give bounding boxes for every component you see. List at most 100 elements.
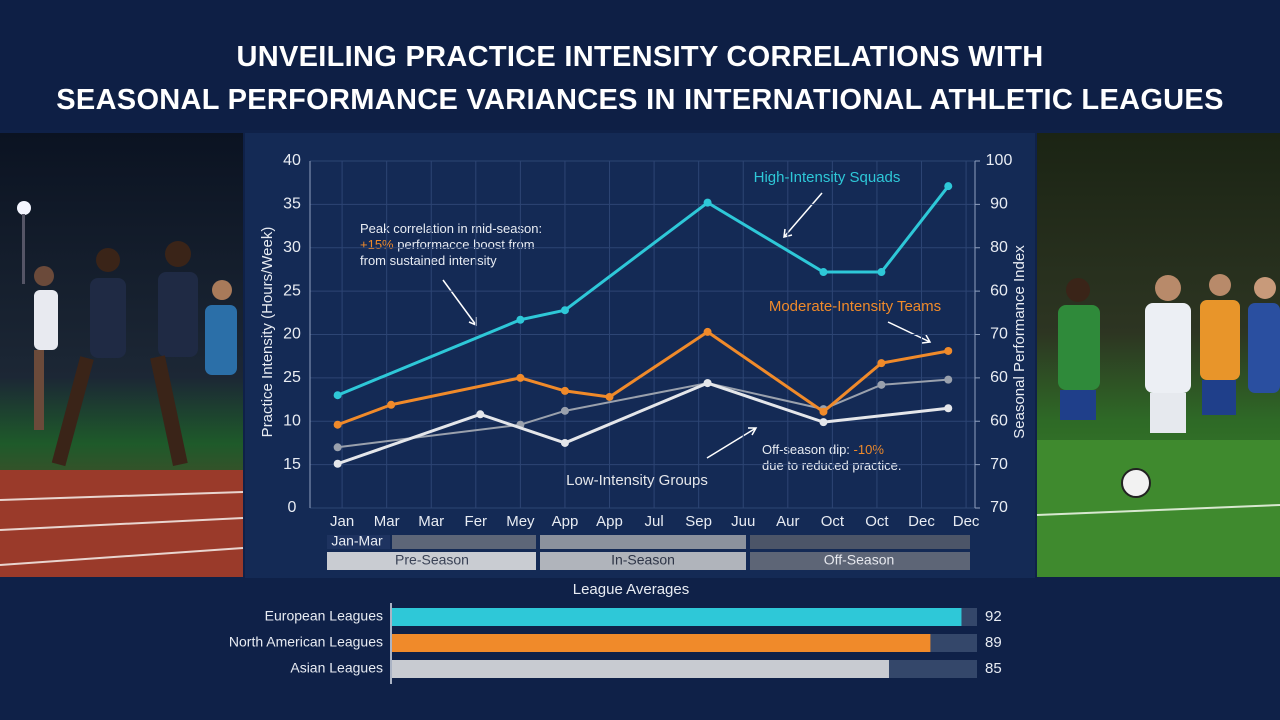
data-point xyxy=(333,459,342,468)
phase-label: In-Season xyxy=(611,552,675,568)
chart-panel xyxy=(245,133,1035,578)
x-tick-label: Juu xyxy=(731,513,755,530)
data-point xyxy=(944,182,953,191)
left-photo xyxy=(0,133,244,577)
data-point xyxy=(516,373,525,382)
x-tick-label: Jul xyxy=(644,513,663,530)
y-axis-title: Practice Intensity (Hours/Week) xyxy=(259,227,276,438)
data-point xyxy=(333,443,342,452)
y2-tick-label: 60 xyxy=(990,369,1008,386)
y2-tick-label: 70 xyxy=(990,499,1008,516)
data-point xyxy=(944,375,953,384)
phase-bg xyxy=(750,552,970,570)
phase-label: Off-Season xyxy=(824,552,895,568)
data-point xyxy=(560,386,569,395)
data-point xyxy=(819,407,828,416)
data-point xyxy=(877,268,886,277)
phase-bg xyxy=(540,552,746,570)
data-point xyxy=(333,420,342,429)
series-line xyxy=(337,381,949,466)
right-photo xyxy=(1036,133,1280,577)
value-label: 85 xyxy=(985,660,1002,677)
x-tick-label: Oct xyxy=(865,513,889,530)
category-label: North American Leagues xyxy=(229,634,383,650)
value-label: 92 xyxy=(985,608,1002,625)
band-bg xyxy=(750,535,970,549)
data-point xyxy=(944,404,953,413)
season-range-label: Jan-Mar xyxy=(331,533,383,549)
series-label: Low-Intensity Groups xyxy=(566,472,708,489)
category-label: Asian Leagues xyxy=(290,660,383,676)
y-tick-label: 10 xyxy=(283,412,301,429)
x-tick-label: Mar xyxy=(374,513,400,530)
data-point xyxy=(560,438,569,447)
x-tick-label: App xyxy=(596,513,623,530)
data-point xyxy=(560,406,569,415)
annotation: due to reduced practice. xyxy=(762,458,901,473)
data-point xyxy=(703,198,712,207)
data-point xyxy=(605,392,614,401)
bar xyxy=(392,634,931,652)
x-tick-label: Mey xyxy=(506,513,535,530)
y2-tick-label: 100 xyxy=(986,152,1013,169)
y2-tick-label: 80 xyxy=(990,239,1008,256)
annotation: Peak correlation in mid-season: xyxy=(360,221,542,236)
annotation-highlight: +15% xyxy=(360,237,394,252)
data-point xyxy=(944,346,953,355)
x-tick-label: Fer xyxy=(465,513,488,530)
data-point xyxy=(703,327,712,336)
x-tick-label: Jan xyxy=(330,513,354,530)
chart-title: League Averages xyxy=(573,581,690,598)
band-label-bg xyxy=(327,535,390,549)
y2-tick-label: 70 xyxy=(990,326,1008,343)
annotation-line: due to reduced practice. xyxy=(762,458,901,473)
data-point xyxy=(877,359,886,368)
bar xyxy=(392,608,962,626)
data-point xyxy=(703,379,712,388)
data-point xyxy=(819,268,828,277)
phase-bg xyxy=(327,552,536,570)
y-tick-label: 25 xyxy=(283,369,301,386)
y-tick-label: 30 xyxy=(283,239,301,256)
y2-tick-label: 90 xyxy=(990,196,1008,213)
y-tick-label: 35 xyxy=(283,196,301,213)
annotation: from sustained intensity xyxy=(360,253,497,268)
series-label: Moderate-Intensity Teams xyxy=(769,298,941,315)
y-tick-label: 20 xyxy=(283,326,301,343)
data-point xyxy=(333,391,342,400)
title: UNVEILING PRACTICE INTENSITY CORRELATION… xyxy=(40,36,1240,122)
series-label: High-Intensity Squads xyxy=(754,169,901,186)
y2-axis-title: Seasonal Performance Index xyxy=(1011,245,1028,439)
title-line: UNVEILING PRACTICE INTENSITY CORRELATION… xyxy=(236,41,1044,73)
x-tick-label: Dec xyxy=(908,513,935,530)
x-tick-label: Dec xyxy=(953,513,980,530)
annotation-line: performacce boost from xyxy=(397,237,534,252)
data-point xyxy=(819,418,828,427)
x-tick-label: Aur xyxy=(776,513,799,530)
y-tick-label: 0 xyxy=(288,499,297,516)
band-bg xyxy=(540,535,746,549)
x-tick-label: Oct xyxy=(821,513,845,530)
x-tick-label: Sep xyxy=(685,513,712,530)
x-tick-label: App xyxy=(552,513,579,530)
band-bg xyxy=(392,535,536,549)
y2-tick-label: 60 xyxy=(990,282,1008,299)
data-point xyxy=(877,380,886,389)
annotation-line: Off-season dip: xyxy=(762,442,850,457)
value-label: 89 xyxy=(985,634,1002,651)
data-point xyxy=(387,400,396,409)
data-point xyxy=(516,315,525,324)
phase-label: Pre-Season xyxy=(395,552,469,568)
annotation-line: Peak correlation in mid-season: xyxy=(360,221,542,236)
annotation-line: from sustained intensity xyxy=(360,253,497,268)
y-tick-label: 40 xyxy=(283,152,301,169)
category-label: European Leagues xyxy=(265,608,383,624)
data-point xyxy=(476,410,485,419)
header-band xyxy=(0,0,1280,130)
annotation: Off-season dip: -10% xyxy=(762,442,884,457)
annotation-highlight: -10% xyxy=(854,442,885,457)
bar xyxy=(392,660,889,678)
data-point xyxy=(560,306,569,315)
